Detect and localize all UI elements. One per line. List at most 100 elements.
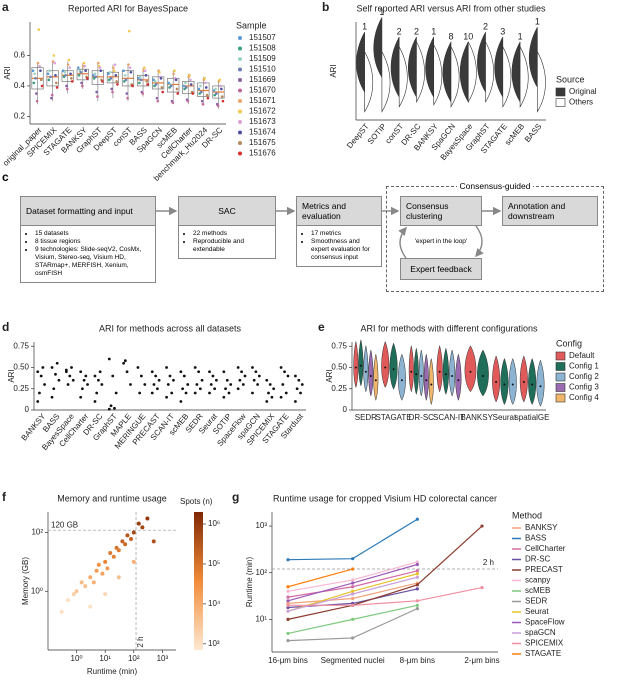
point	[286, 585, 290, 589]
dot	[98, 370, 102, 374]
dot	[126, 96, 129, 100]
dot	[198, 92, 201, 95]
dot	[61, 69, 65, 73]
dot	[122, 361, 126, 365]
point	[151, 539, 156, 544]
legend-label: 151670	[249, 86, 276, 95]
point	[79, 580, 84, 585]
bullet: 9 technologies: Slide-seqV2, CosMx, Visi…	[35, 246, 151, 278]
dot	[272, 387, 276, 391]
dot	[216, 104, 220, 108]
chart-title: ARI for methods across all datasets	[99, 323, 242, 333]
legend-label: DR-SC	[525, 555, 551, 564]
legend-label: 151669	[249, 75, 276, 84]
dot	[203, 77, 206, 80]
dot	[168, 86, 171, 89]
study-count: 2	[397, 26, 402, 36]
median-dot	[531, 383, 534, 386]
violin	[529, 27, 538, 89]
y-tick-label: 10¹	[255, 614, 267, 623]
point	[286, 639, 290, 643]
legend-marker	[555, 383, 566, 392]
dot	[197, 87, 201, 91]
legend-marker	[555, 98, 566, 107]
dot	[165, 366, 168, 369]
median-dot	[481, 375, 484, 377]
dot	[84, 374, 88, 378]
legend-marker	[238, 57, 242, 61]
dot	[141, 92, 144, 95]
dot	[143, 383, 147, 386]
dot	[111, 374, 115, 378]
legend-marker	[238, 109, 242, 114]
dot	[211, 374, 215, 378]
dot	[50, 96, 53, 100]
chart-title: Reported ARI for BayesSpace	[68, 3, 188, 13]
legend-label: 151508	[249, 44, 276, 53]
violin	[519, 355, 528, 403]
violin	[381, 340, 390, 389]
dot	[184, 391, 188, 395]
box	[136, 74, 150, 87]
node: Consensus clustering	[400, 196, 482, 226]
panel-label: e	[318, 320, 325, 334]
violin	[358, 339, 364, 387]
dot	[175, 87, 179, 91]
median-dot	[384, 366, 387, 369]
node: Annotation and downstream	[502, 196, 598, 226]
violin	[519, 46, 529, 108]
x-tick-label: 2-μm bins	[464, 656, 499, 665]
dot	[65, 84, 68, 88]
dot	[214, 378, 218, 382]
series-line	[287, 525, 483, 620]
median-dot	[495, 380, 498, 383]
dot	[224, 387, 227, 391]
chart-title: Self reported ARI versus ARI from other …	[356, 3, 546, 13]
dot	[36, 400, 40, 403]
dot	[229, 383, 233, 386]
median-dot	[503, 383, 506, 386]
violin	[455, 353, 462, 401]
legend-marker	[238, 141, 242, 145]
violin	[508, 357, 517, 406]
dot	[281, 383, 285, 386]
node-title: SAC	[178, 196, 276, 226]
violin	[423, 354, 429, 402]
violin	[477, 31, 486, 94]
dot	[136, 366, 140, 369]
dot	[182, 84, 186, 88]
dot	[86, 383, 89, 386]
violin	[511, 41, 521, 103]
dot	[179, 400, 183, 403]
panel-label: d	[2, 320, 9, 334]
box	[197, 82, 210, 97]
point	[480, 524, 484, 528]
legend-title: Source	[556, 74, 585, 84]
violin	[397, 353, 406, 401]
dot	[189, 83, 193, 86]
legend-label: Config 4	[569, 393, 599, 402]
dot	[114, 391, 118, 395]
dot	[236, 387, 240, 391]
violin	[381, 51, 391, 113]
dot	[124, 78, 128, 82]
dot	[107, 357, 111, 361]
dot	[79, 70, 83, 74]
violin	[492, 355, 501, 403]
dot	[43, 383, 46, 386]
legend-label: SPICEMIX	[525, 639, 564, 648]
legend-marker	[555, 87, 566, 97]
dot	[64, 73, 67, 77]
dot	[81, 84, 84, 88]
group-label: Consensus-guided	[387, 181, 603, 191]
dot	[46, 72, 50, 76]
median-dot	[425, 379, 428, 382]
dot	[170, 391, 174, 395]
dot	[76, 66, 80, 69]
point	[96, 562, 101, 567]
dot	[176, 92, 180, 95]
dot	[184, 86, 188, 89]
median-dot	[438, 370, 441, 373]
node: Expert feedback	[400, 258, 482, 280]
